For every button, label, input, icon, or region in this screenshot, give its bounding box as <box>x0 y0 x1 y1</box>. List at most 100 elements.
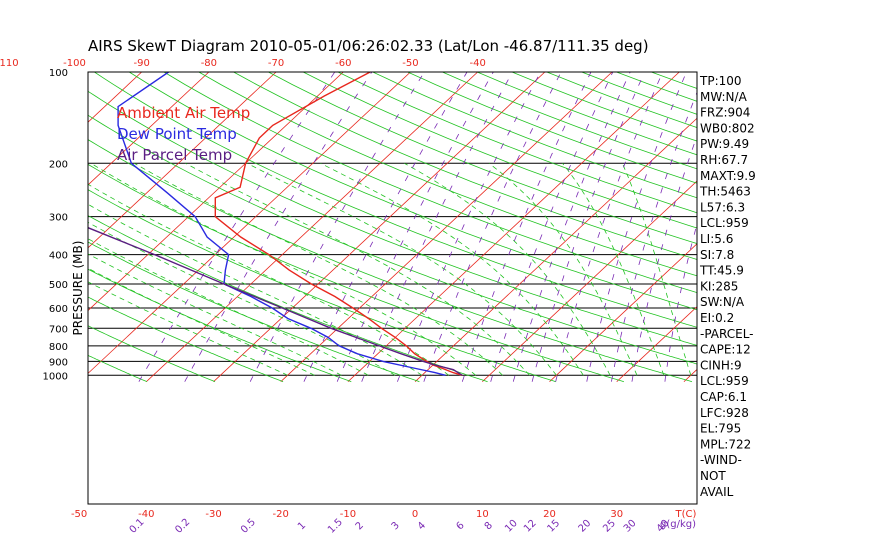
moist-adiabat-line <box>88 267 315 376</box>
isotherm-line <box>88 72 411 374</box>
dry-adiabat-line <box>511 72 697 142</box>
bottom-tick-label: -20 <box>273 509 289 520</box>
legend-item-2: Dew Point Temp <box>117 125 237 143</box>
dry-adiabat-line <box>88 114 697 365</box>
index-item: LCL:959 <box>700 216 749 230</box>
mixing-ratio-line <box>423 72 562 382</box>
mixing-ratio-tick-label: 4 <box>416 520 428 532</box>
mixing-ratio-tick-label: 30 <box>622 518 639 535</box>
index-item: -PARCEL- <box>700 327 754 341</box>
dry-adiabat-line <box>337 72 697 214</box>
y-tick-label: 100 <box>49 68 68 79</box>
index-item: KI:285 <box>700 279 738 293</box>
dry-adiabat-line <box>303 72 697 229</box>
mixing-ratio-line <box>490 72 614 382</box>
legend-item-1: Ambient Air Temp <box>117 104 250 122</box>
moist-adiabat-line <box>88 203 423 376</box>
moist-adiabat-line <box>404 162 611 376</box>
index-item: LI:5.6 <box>700 232 733 246</box>
mixing-ratio-line <box>531 72 646 382</box>
top-tick-label: -60 <box>335 58 351 69</box>
ambient-air-temp-line <box>214 72 463 376</box>
index-item: CAP:6.1 <box>700 390 747 404</box>
index-item: LFC:928 <box>700 406 749 420</box>
bottom-tick-label: -30 <box>205 509 221 520</box>
isotherm-line <box>549 243 697 382</box>
index-item: PW:9.49 <box>700 137 749 151</box>
index-item: TP:100 <box>699 74 742 88</box>
mixing-ratio-tick-label: 20 <box>577 518 594 535</box>
isotherm-line <box>88 72 277 249</box>
mixing-ratio-tick-label: 1 <box>296 520 308 532</box>
mixing-ratio-line <box>611 91 697 382</box>
bottom-tick-label: -40 <box>138 509 154 520</box>
index-item: FRZ:904 <box>700 106 750 120</box>
y-tick-label: 900 <box>49 357 68 368</box>
moist-adiabat-line <box>90 162 477 376</box>
dry-adiabat-line <box>88 90 697 346</box>
index-item: -WIND- <box>700 453 742 467</box>
index-item: AVAIL <box>700 485 734 499</box>
index-item: TH:5463 <box>699 185 751 199</box>
bottom-tick-label: -10 <box>340 509 356 520</box>
index-item: TT:45.9 <box>699 264 744 278</box>
mixing-ratio-tick-label: 0.2 <box>173 517 192 536</box>
index-item: CINH:9 <box>700 358 742 372</box>
mixing-ratio-tick-label: 3 <box>390 520 402 532</box>
mixing-ratio-tick-label: 10 <box>503 518 520 535</box>
y-tick-label: 500 <box>49 280 68 291</box>
top-tick-label: -70 <box>268 58 284 69</box>
moist-adiabat-line <box>185 162 530 376</box>
dry-adiabat-line <box>233 72 697 260</box>
mixing-ratio-line <box>138 72 336 382</box>
isotherm-line <box>347 72 680 382</box>
mixing-ratio-line <box>555 72 664 382</box>
index-item: WB0:802 <box>700 121 755 135</box>
top-tick-label: -90 <box>134 58 150 69</box>
dry-adiabat-line <box>88 296 284 383</box>
chart-legend: Ambient Air Temp Dew Point Temp Air Parcel… <box>117 104 250 164</box>
mixing-ratio-tick-label: 25 <box>601 518 618 535</box>
bottom-axis-unit: T(C) <box>675 509 697 520</box>
dry-adiabat-line <box>88 325 216 383</box>
air-parcel-temp-line <box>88 226 463 376</box>
mixing-ratio-tick-label: 12 <box>522 518 539 535</box>
dry-adiabat-line <box>88 241 420 383</box>
top-tick-label: -40 <box>470 58 486 69</box>
moist-adiabat-line <box>622 163 692 376</box>
isotherm-line <box>213 72 546 382</box>
dew-point-temp-line <box>117 72 446 376</box>
bottom-temperature-axis: -50 -40 -30 -20 -10 0 10 20 30 T(C) <box>71 509 697 520</box>
index-item: SI:7.8 <box>700 248 734 262</box>
dry-adiabat-line <box>163 72 697 294</box>
index-item: NOT <box>700 469 726 483</box>
y-tick-label: 800 <box>49 342 68 353</box>
index-item: MAXT:9.9 <box>700 169 756 183</box>
dry-adiabat-line <box>372 72 697 199</box>
mixing-ratio-line <box>184 72 373 382</box>
mixing-ratio-tick-label: 2 <box>354 520 366 532</box>
top-tick-label: -80 <box>201 58 217 69</box>
mixing-ratio-tick-label: 6 <box>454 520 466 532</box>
top-temperature-axis: -120-110-100-90-80-70-60-50-40 <box>0 58 486 69</box>
bottom-tick-label: 20 <box>543 509 556 520</box>
isotherm-line <box>0 72 7 382</box>
bottom-tick-label: 0 <box>412 509 418 520</box>
y-tick-label: 400 <box>49 251 68 262</box>
dry-adiabat-line <box>442 72 697 170</box>
isotherm-line <box>482 180 697 382</box>
index-item: EL:795 <box>700 422 741 436</box>
moist-adiabat-line <box>88 281 288 376</box>
dry-adiabat-line <box>477 72 697 156</box>
index-item: LCL:959 <box>700 374 749 388</box>
moist-adiabat-line <box>88 238 369 376</box>
isotherm-line <box>280 72 613 382</box>
series-layer <box>88 72 463 376</box>
moist-adiabat-line <box>488 162 638 376</box>
dry-adiabat-line <box>651 72 697 89</box>
legend-item-3: Air Parcel Temp <box>117 146 232 164</box>
moist-adiabat-line <box>320 162 584 376</box>
mixing-ratio-line <box>461 72 592 382</box>
